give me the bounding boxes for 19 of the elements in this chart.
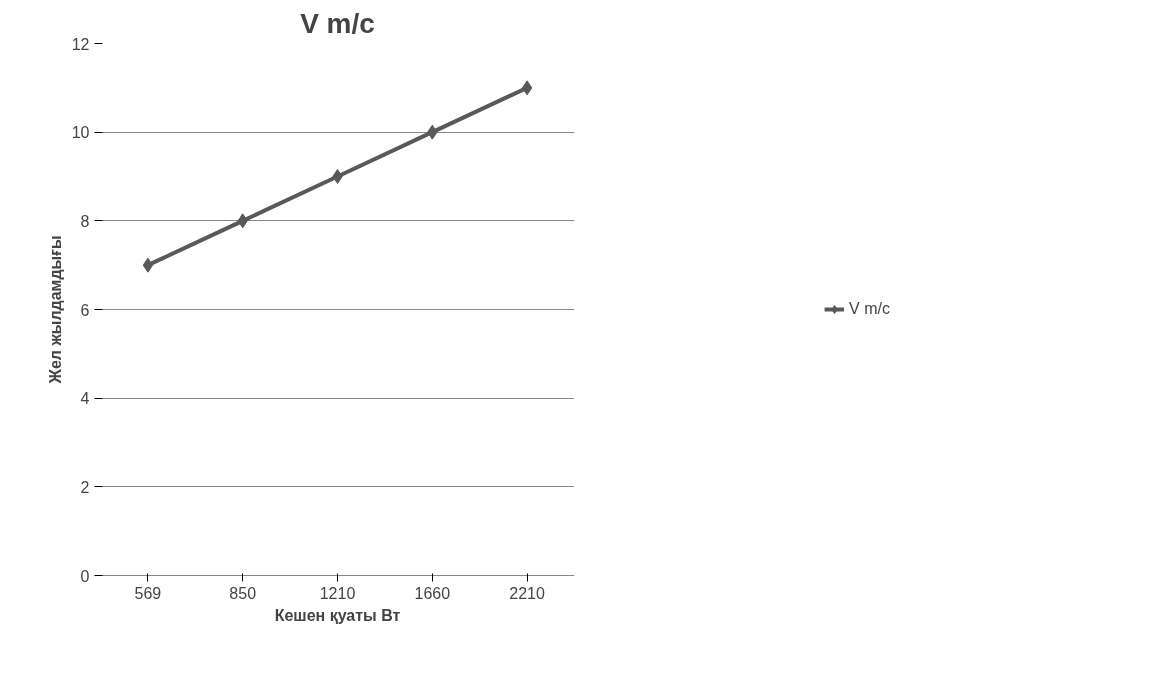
x-tick-label: 1660 [414,584,451,602]
x-tick-label: 1210 [319,584,356,602]
y-tick-label: 0 [80,567,90,585]
chart-title: V m/c [300,7,375,39]
x-axis-title: Кешен қуаты Вт [274,606,401,624]
x-tick-label: 2210 [509,584,545,602]
point [521,80,533,96]
y-axis-title: Жел жылдамдығы [46,235,64,385]
y-tick-label: 6 [80,301,90,319]
x-tick-label: 569 [134,584,162,602]
y-tick-label: 12 [71,35,90,53]
y-tick-label: 10 [71,124,90,142]
y-tick-label: 4 [80,390,90,408]
y-tick-label: 8 [80,212,90,230]
x-tick-label: 850 [229,584,257,602]
point [142,257,154,273]
point [332,169,343,184]
y-tick-label: 2 [80,478,90,496]
legend-label: V m/c [849,300,890,318]
